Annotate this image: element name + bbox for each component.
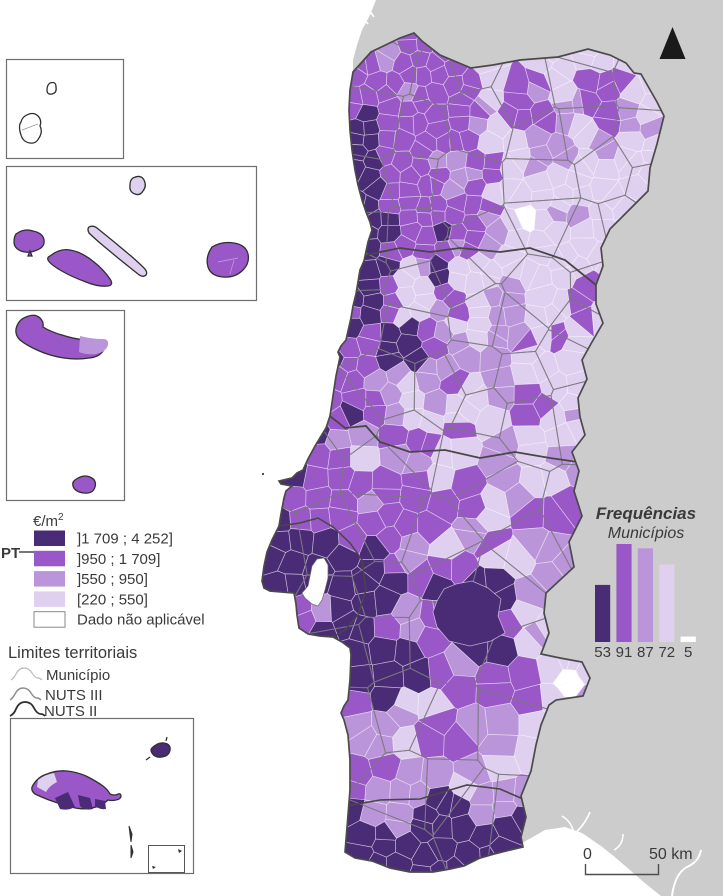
svg-text:PT: PT [1,545,20,562]
svg-text:Limites territoriais: Limites territoriais [8,644,137,662]
svg-text:[220 ; 550]: [220 ; 550] [77,591,148,608]
svg-text:53: 53 [594,644,611,661]
svg-text:NUTS III: NUTS III [45,687,103,704]
svg-text:Frequências: Frequências [596,504,696,523]
svg-text:0: 0 [583,846,592,863]
svg-text:]1 709 ; 4 252]: ]1 709 ; 4 252] [77,531,173,548]
svg-text:€/m2: €/m2 [33,512,64,530]
svg-text:87: 87 [637,644,654,661]
svg-text:Dado não aplicável: Dado não aplicável [77,612,205,629]
svg-text:Municípios: Municípios [608,525,684,542]
svg-text:72: 72 [658,644,675,661]
svg-text:91: 91 [616,644,633,661]
svg-text:50 km: 50 km [649,846,693,863]
svg-text:]950 ; 1 709]: ]950 ; 1 709] [77,551,160,568]
svg-text:Município: Município [46,667,110,684]
svg-text:5: 5 [684,644,692,661]
svg-text:]550 ; 950]: ]550 ; 950] [77,571,148,588]
svg-text:NUTS II: NUTS II [44,703,97,720]
